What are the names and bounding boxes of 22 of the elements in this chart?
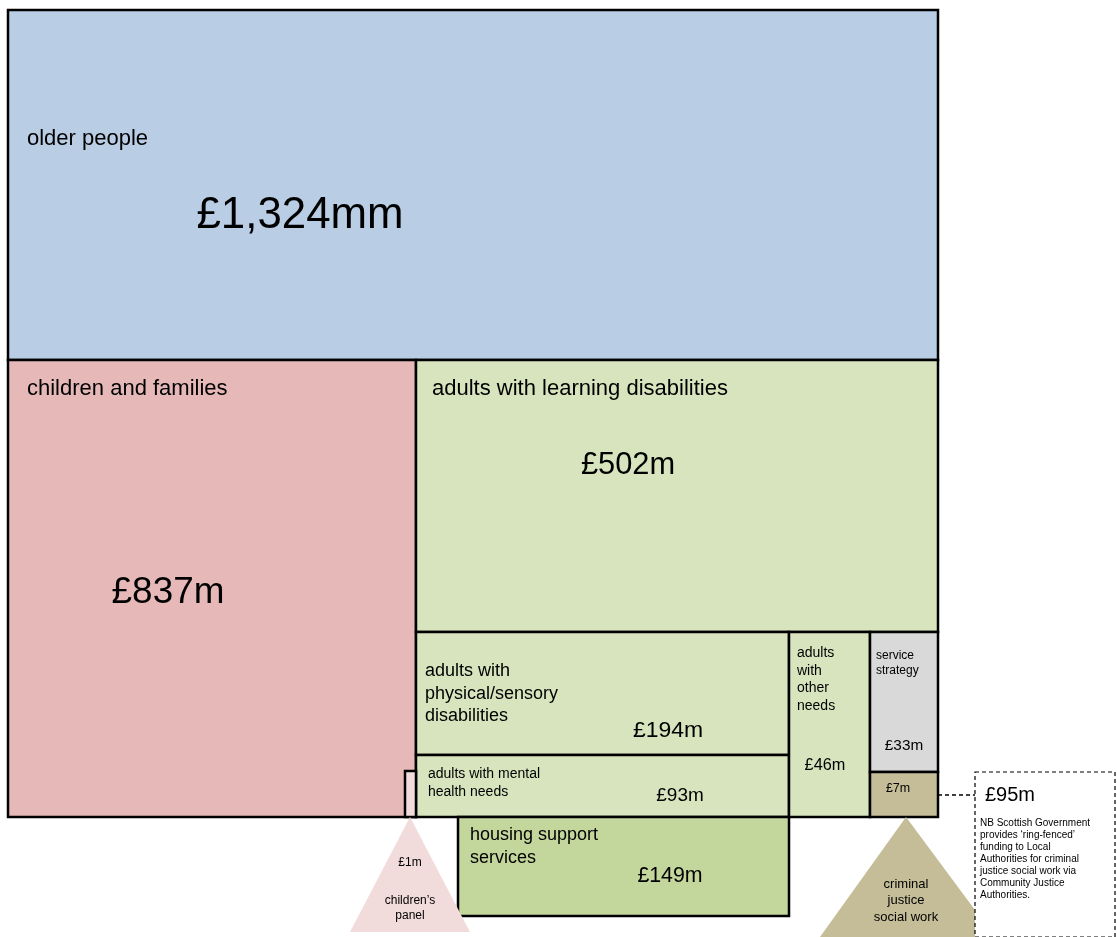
data-label: £46m xyxy=(804,755,846,773)
category-label: adults with mental health needs xyxy=(428,765,541,799)
data-label: £1,324mm xyxy=(196,188,404,237)
text: £95m xyxy=(985,783,1036,805)
category-label: adults with learning disabilities xyxy=(432,375,728,400)
category-label: service strategy xyxy=(876,648,919,677)
category-label: adults with physical/sensory disabilities xyxy=(425,660,559,725)
data-label: £93m xyxy=(656,784,704,805)
data-label: £149m xyxy=(637,863,703,887)
category-label: housing support services xyxy=(470,824,599,867)
data-label: £837m xyxy=(111,570,225,611)
data-label: £194m xyxy=(632,716,704,742)
category-label: adults with other needs xyxy=(796,644,836,713)
category-label: children and families xyxy=(27,375,228,400)
data-label: £502m xyxy=(580,446,676,481)
text: NB Scottish Government provides ‘ring-fenced’ funding to Local Authorities for criminal justice social work via Community Justice Authorities. xyxy=(979,817,1091,900)
data-label: £1m xyxy=(398,855,422,869)
category-label: children’s panel xyxy=(384,893,436,922)
data-label: £7m xyxy=(885,781,911,795)
category-label: older people xyxy=(27,125,149,150)
category-label: criminal justice social work xyxy=(873,876,939,924)
data-label: £33m xyxy=(884,736,924,753)
